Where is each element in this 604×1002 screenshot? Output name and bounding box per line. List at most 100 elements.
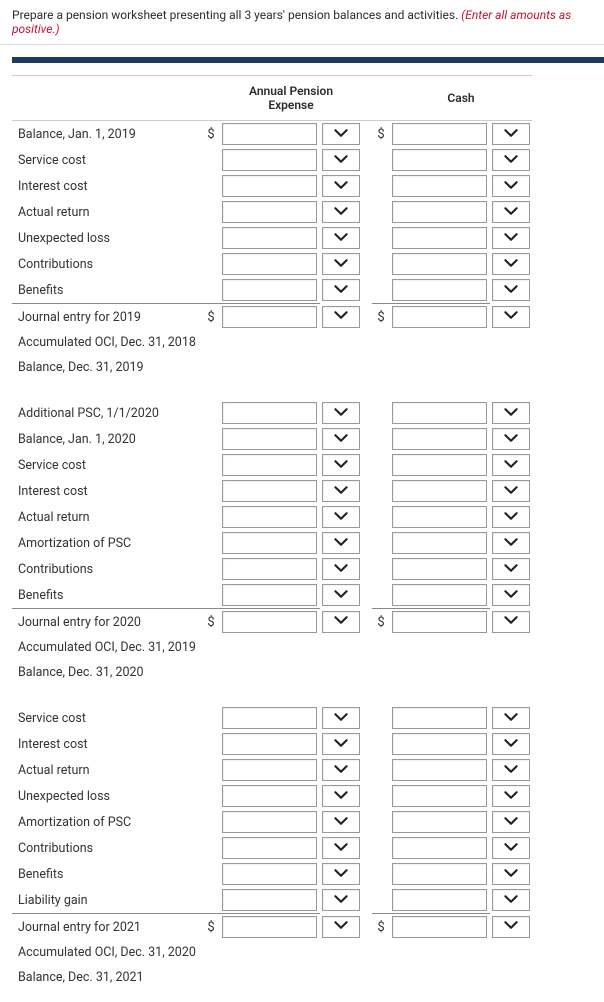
ape-input[interactable] [222,454,317,476]
ape-input[interactable] [222,759,317,781]
ape-input[interactable] [222,227,317,249]
ape-dropdown[interactable] [322,889,360,911]
cash-input[interactable] [392,863,487,885]
cash-input[interactable] [392,889,487,911]
cash-dropdown[interactable] [492,811,530,833]
cash-dropdown[interactable] [492,428,530,450]
ape-input[interactable] [222,428,317,450]
cash-input[interactable] [392,306,487,328]
ape-dropdown[interactable] [322,306,360,328]
cash-dropdown[interactable] [492,707,530,729]
ape-dropdown[interactable] [322,279,360,301]
ape-input[interactable] [222,707,317,729]
cash-input[interactable] [392,201,487,223]
ape-input[interactable] [222,506,317,528]
ape-dropdown[interactable] [322,532,360,554]
cash-dropdown[interactable] [492,227,530,249]
ape-input[interactable] [222,863,317,885]
cash-dropdown[interactable] [492,863,530,885]
cash-input[interactable] [392,532,487,554]
cash-input[interactable] [392,175,487,197]
ape-dropdown[interactable] [322,558,360,580]
cash-input[interactable] [392,759,487,781]
cash-input[interactable] [392,611,487,633]
ape-dropdown[interactable] [322,428,360,450]
cash-dropdown[interactable] [492,201,530,223]
ape-dropdown[interactable] [322,837,360,859]
cash-dropdown[interactable] [492,532,530,554]
cash-dropdown[interactable] [492,175,530,197]
cash-input[interactable] [392,785,487,807]
ape-input[interactable] [222,149,317,171]
ape-input[interactable] [222,558,317,580]
ape-input[interactable] [222,837,317,859]
cash-dropdown[interactable] [492,402,530,424]
ape-dropdown[interactable] [322,201,360,223]
cash-dropdown[interactable] [492,759,530,781]
ape-input[interactable] [222,123,317,145]
cash-dropdown[interactable] [492,123,530,145]
ape-dropdown[interactable] [322,863,360,885]
cash-input[interactable] [392,480,487,502]
cash-dropdown[interactable] [492,253,530,275]
ape-input[interactable] [222,532,317,554]
cash-input[interactable] [392,811,487,833]
ape-dropdown[interactable] [322,785,360,807]
ape-dropdown[interactable] [322,402,360,424]
ape-dropdown[interactable] [322,123,360,145]
ape-input[interactable] [222,811,317,833]
ape-input[interactable] [222,611,317,633]
ape-dropdown[interactable] [322,759,360,781]
cash-input[interactable] [392,123,487,145]
cash-dropdown[interactable] [492,733,530,755]
cash-input[interactable] [392,707,487,729]
ape-dropdown[interactable] [322,454,360,476]
cash-input[interactable] [392,733,487,755]
ape-input[interactable] [222,175,317,197]
cash-dropdown[interactable] [492,279,530,301]
cash-input[interactable] [392,227,487,249]
cash-input[interactable] [392,506,487,528]
ape-dropdown[interactable] [322,707,360,729]
ape-dropdown[interactable] [322,175,360,197]
ape-dropdown[interactable] [322,811,360,833]
cash-dropdown[interactable] [492,785,530,807]
ape-dropdown[interactable] [322,584,360,606]
cash-dropdown[interactable] [492,916,530,938]
ape-input[interactable] [222,402,317,424]
ape-input[interactable] [222,253,317,275]
ape-dropdown[interactable] [322,149,360,171]
cash-input[interactable] [392,916,487,938]
ape-dropdown[interactable] [322,506,360,528]
cash-input[interactable] [392,584,487,606]
ape-input[interactable] [222,889,317,911]
cash-input[interactable] [392,454,487,476]
ape-input[interactable] [222,584,317,606]
ape-input[interactable] [222,733,317,755]
ape-dropdown[interactable] [322,916,360,938]
ape-input[interactable] [222,279,317,301]
ape-input[interactable] [222,306,317,328]
ape-input[interactable] [222,785,317,807]
ape-input[interactable] [222,916,317,938]
cash-dropdown[interactable] [492,306,530,328]
cash-input[interactable] [392,149,487,171]
cash-input[interactable] [392,402,487,424]
cash-dropdown[interactable] [492,480,530,502]
ape-dropdown[interactable] [322,733,360,755]
cash-input[interactable] [392,558,487,580]
cash-dropdown[interactable] [492,558,530,580]
cash-dropdown[interactable] [492,611,530,633]
ape-dropdown[interactable] [322,480,360,502]
cash-dropdown[interactable] [492,454,530,476]
ape-input[interactable] [222,480,317,502]
ape-dropdown[interactable] [322,253,360,275]
cash-input[interactable] [392,253,487,275]
cash-dropdown[interactable] [492,506,530,528]
ape-dropdown[interactable] [322,611,360,633]
cash-dropdown[interactable] [492,889,530,911]
ape-input[interactable] [222,201,317,223]
cash-input[interactable] [392,428,487,450]
cash-input[interactable] [392,837,487,859]
cash-input[interactable] [392,279,487,301]
